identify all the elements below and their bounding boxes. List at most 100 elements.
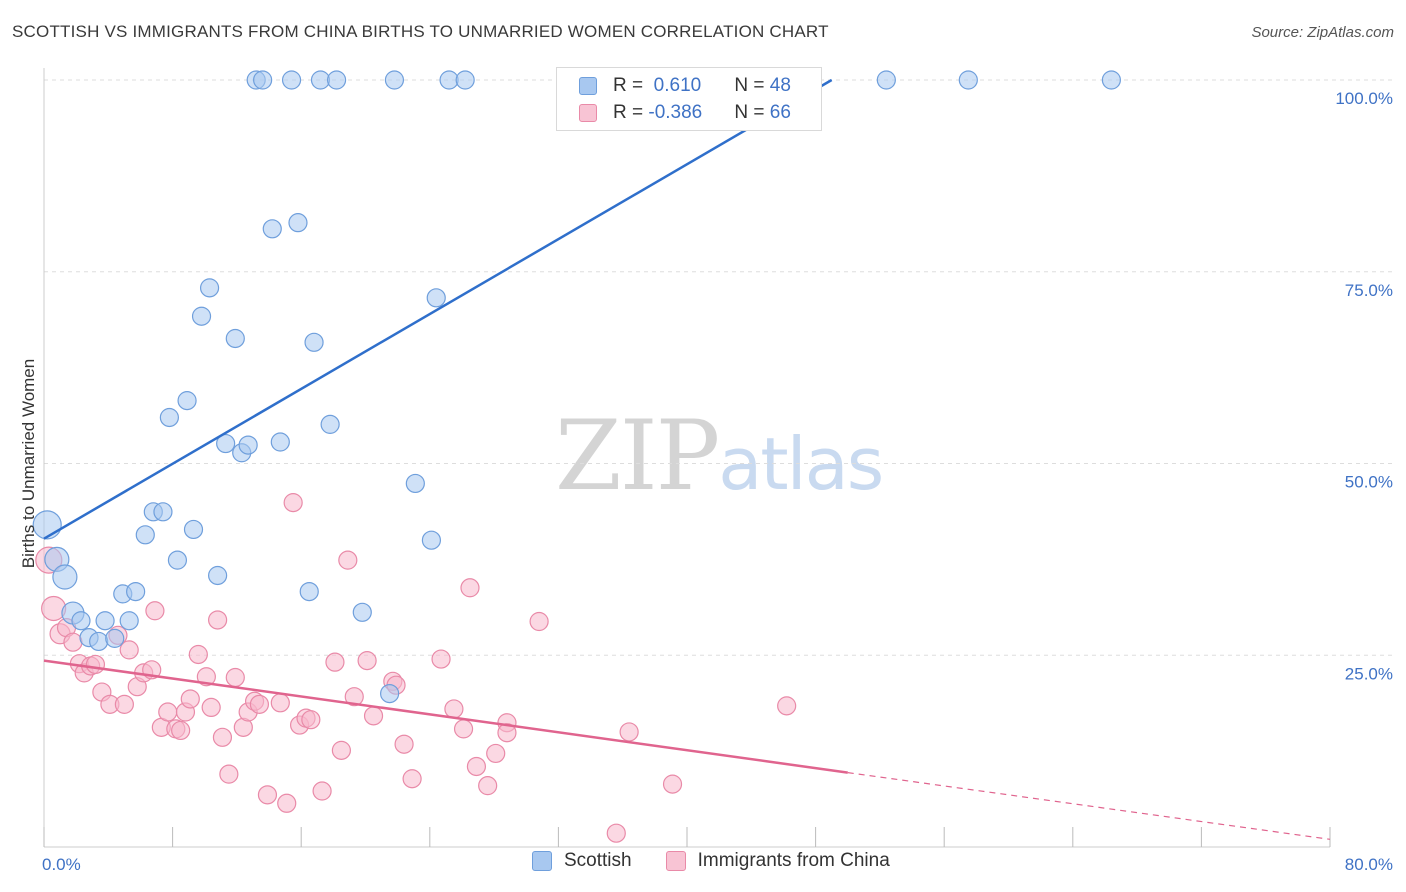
china-legend-icon xyxy=(665,851,686,871)
china-point xyxy=(338,550,358,570)
scottish-trend-line xyxy=(43,78,833,540)
china-point xyxy=(444,699,464,719)
china-point xyxy=(453,719,474,739)
china-point xyxy=(225,667,245,688)
watermark: ZIPatlas xyxy=(555,400,884,512)
china-point xyxy=(219,764,239,784)
scottish-point xyxy=(216,433,236,454)
china-point xyxy=(466,756,487,777)
china-point xyxy=(277,793,297,813)
china-point xyxy=(114,694,134,714)
series-scottish xyxy=(32,70,1121,704)
scottish-point xyxy=(135,525,155,545)
series-legend: Scottish Immigrants from China xyxy=(532,850,924,872)
scottish-point xyxy=(191,306,212,326)
china-point xyxy=(119,640,139,660)
scottish-point xyxy=(167,550,188,570)
legend-item-scottish[interactable]: Scottish xyxy=(532,850,632,872)
china-point xyxy=(180,689,200,709)
scottish-point xyxy=(380,683,400,704)
china-point xyxy=(325,652,345,672)
china-point xyxy=(171,720,191,741)
scottish-swatch-icon xyxy=(579,77,597,95)
china-point xyxy=(486,743,506,764)
correlation-legend: R = 0.610 N = 48 R = -0.386 N = 66 xyxy=(556,67,822,131)
scottish-point xyxy=(199,278,220,298)
y-tick-label: 100.0% xyxy=(1335,89,1393,108)
china-point xyxy=(196,667,216,687)
watermark-atlas: atlas xyxy=(718,422,884,506)
china-point xyxy=(158,702,178,722)
legend-n-value: 48 xyxy=(769,75,791,96)
y-tick-label: 75.0% xyxy=(1345,281,1393,300)
scottish-point xyxy=(310,70,331,90)
china-point xyxy=(212,727,233,747)
china-point xyxy=(497,723,517,743)
scottish-point xyxy=(426,288,446,308)
china-point xyxy=(301,710,321,730)
scottish-point xyxy=(89,631,109,652)
scottish-point xyxy=(958,70,978,90)
china-point xyxy=(63,632,83,652)
china-point xyxy=(460,578,480,598)
scottish-point xyxy=(71,611,91,631)
legend-row-china: R = -0.386 N = 66 xyxy=(579,100,791,126)
china-point xyxy=(344,687,364,707)
china-point xyxy=(312,781,332,801)
china-point xyxy=(431,649,451,669)
scottish-point xyxy=(119,611,139,631)
scottish-point xyxy=(159,407,179,428)
china-point xyxy=(402,769,422,789)
scottish-point xyxy=(384,70,405,90)
scottish-point xyxy=(455,70,475,90)
scottish-point xyxy=(288,213,308,233)
legend-label-china: Immigrants from China xyxy=(697,850,890,871)
scottish-point xyxy=(262,219,282,239)
china-point xyxy=(85,654,106,675)
china-point xyxy=(662,774,683,794)
china-swatch-icon xyxy=(579,104,597,122)
legend-item-china[interactable]: Immigrants from China xyxy=(665,850,890,872)
chart-title: SCOTTISH VS IMMIGRANTS FROM CHINA BIRTHS… xyxy=(12,22,829,41)
scottish-point xyxy=(270,432,290,452)
china-point xyxy=(208,610,228,630)
scottish-point xyxy=(299,581,319,602)
china-point xyxy=(249,694,270,714)
scottish-point xyxy=(253,70,273,90)
scottish-point xyxy=(281,70,302,90)
scottish-point xyxy=(225,328,245,349)
legend-n-label: N = xyxy=(734,102,770,123)
china-trend-extension xyxy=(847,772,1331,840)
china-point xyxy=(145,601,165,621)
legend-r-value: 0.610 xyxy=(648,75,702,96)
scottish-point xyxy=(439,70,459,90)
scottish-point xyxy=(52,564,78,590)
china-trend-line xyxy=(43,659,848,774)
x-tick-label: 80.0% xyxy=(1345,855,1393,874)
trend-lines xyxy=(43,78,1331,840)
scottish-point xyxy=(876,70,896,90)
y-tick-label: 25.0% xyxy=(1345,664,1393,683)
watermark-zip: ZIP xyxy=(555,400,720,512)
legend-row-scottish: R = 0.610 N = 48 xyxy=(579,73,791,99)
scottish-point xyxy=(405,473,425,494)
china-point xyxy=(478,776,498,796)
scottish-point xyxy=(183,519,204,540)
legend-n-value: 66 xyxy=(769,102,791,123)
scottish-point xyxy=(326,70,347,90)
source-label: Source: ZipAtlas.com xyxy=(1251,24,1394,41)
china-point xyxy=(394,734,414,754)
legend-r-label: R = xyxy=(613,75,649,96)
china-point xyxy=(188,644,208,665)
china-point xyxy=(201,697,221,718)
legend-n-label: N = xyxy=(734,75,770,96)
scottish-point xyxy=(153,502,173,522)
china-point xyxy=(363,706,384,726)
scottish-point xyxy=(126,581,146,602)
legend-r-label: R = xyxy=(613,102,649,123)
y-tick-label: 50.0% xyxy=(1345,473,1393,492)
series-immigrants-from-china xyxy=(35,493,797,843)
y-axis-title: Births to Unmarried Women xyxy=(19,359,38,568)
scottish-point xyxy=(320,414,340,434)
